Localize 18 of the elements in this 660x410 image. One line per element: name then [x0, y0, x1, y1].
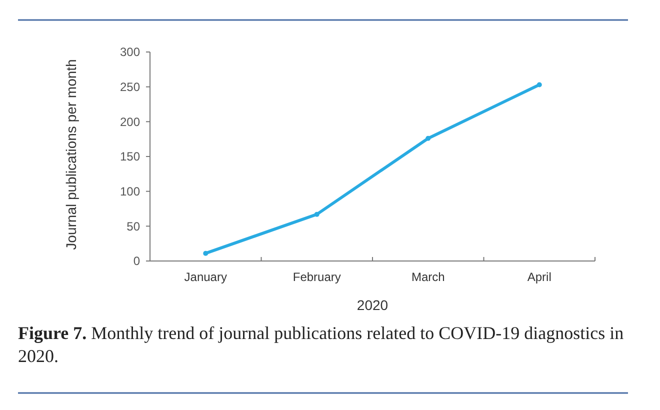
x-tick-label: January	[184, 270, 227, 284]
x-tick-label: March	[411, 270, 445, 284]
text: Figure 7. Monthly trend of journal publications related to COVID-19 diagnostics in 2020.	[18, 323, 624, 366]
y-tick-label: 0	[133, 254, 140, 268]
point	[536, 82, 542, 88]
x-tick-label: April	[527, 270, 552, 284]
point	[203, 250, 208, 256]
y-tick-label: 250	[120, 80, 140, 94]
y-axis-title: Journal publications per month	[63, 59, 79, 250]
y-tick-label: 200	[120, 114, 140, 129]
point	[426, 136, 431, 141]
x-tick-label: February	[292, 270, 341, 284]
point	[314, 212, 320, 217]
x-axis-title: 2020	[356, 297, 388, 313]
y-tick-label: 300	[120, 45, 140, 60]
y-tick-label: 100	[120, 184, 140, 199]
y-tick-label: 50	[126, 219, 140, 234]
y-tick-label: 150	[120, 150, 140, 164]
